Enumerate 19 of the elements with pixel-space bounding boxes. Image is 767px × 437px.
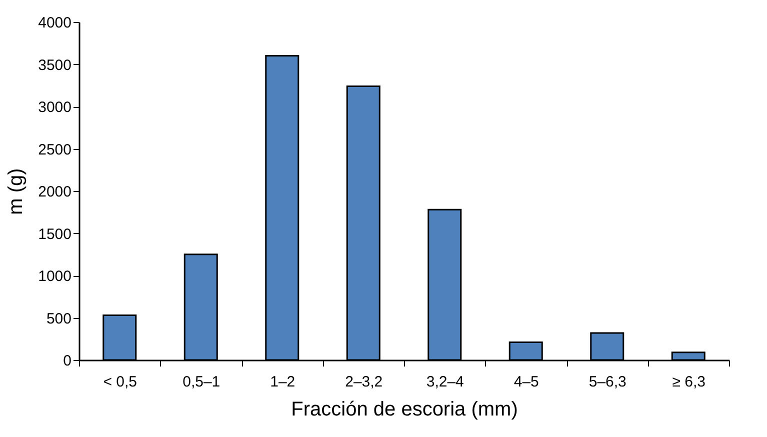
y-tick-label: 2500 [38, 141, 72, 158]
x-tick-label: 3,2–4 [426, 374, 464, 390]
y-tick-label: 3000 [38, 99, 72, 116]
y-tick-label: 2000 [38, 184, 72, 200]
x-tick-label: 4–5 [514, 374, 539, 390]
y-tick-label: 3500 [38, 56, 72, 74]
y-tick-label: 1000 [38, 268, 72, 285]
y-tick-label: 0 [63, 352, 72, 370]
x-tick-label: 0,5–1 [182, 374, 220, 390]
x-tick-label: 5–6,3 [588, 374, 626, 390]
y-tick-label: 500 [46, 310, 72, 328]
x-axis-title: Fracción de escoria (mm) [291, 398, 518, 420]
x-tick-label: 2–3,2 [345, 374, 383, 390]
y-tick-label: 1500 [38, 226, 72, 243]
x-tick-label: 1–2 [270, 374, 296, 390]
y-axis-title: m (g) [5, 168, 28, 215]
y-tick-label: 4000 [38, 14, 72, 32]
x-tick-label: < 0,5 [103, 374, 138, 390]
x-tick-label: ≥ 6,3 [672, 374, 706, 390]
